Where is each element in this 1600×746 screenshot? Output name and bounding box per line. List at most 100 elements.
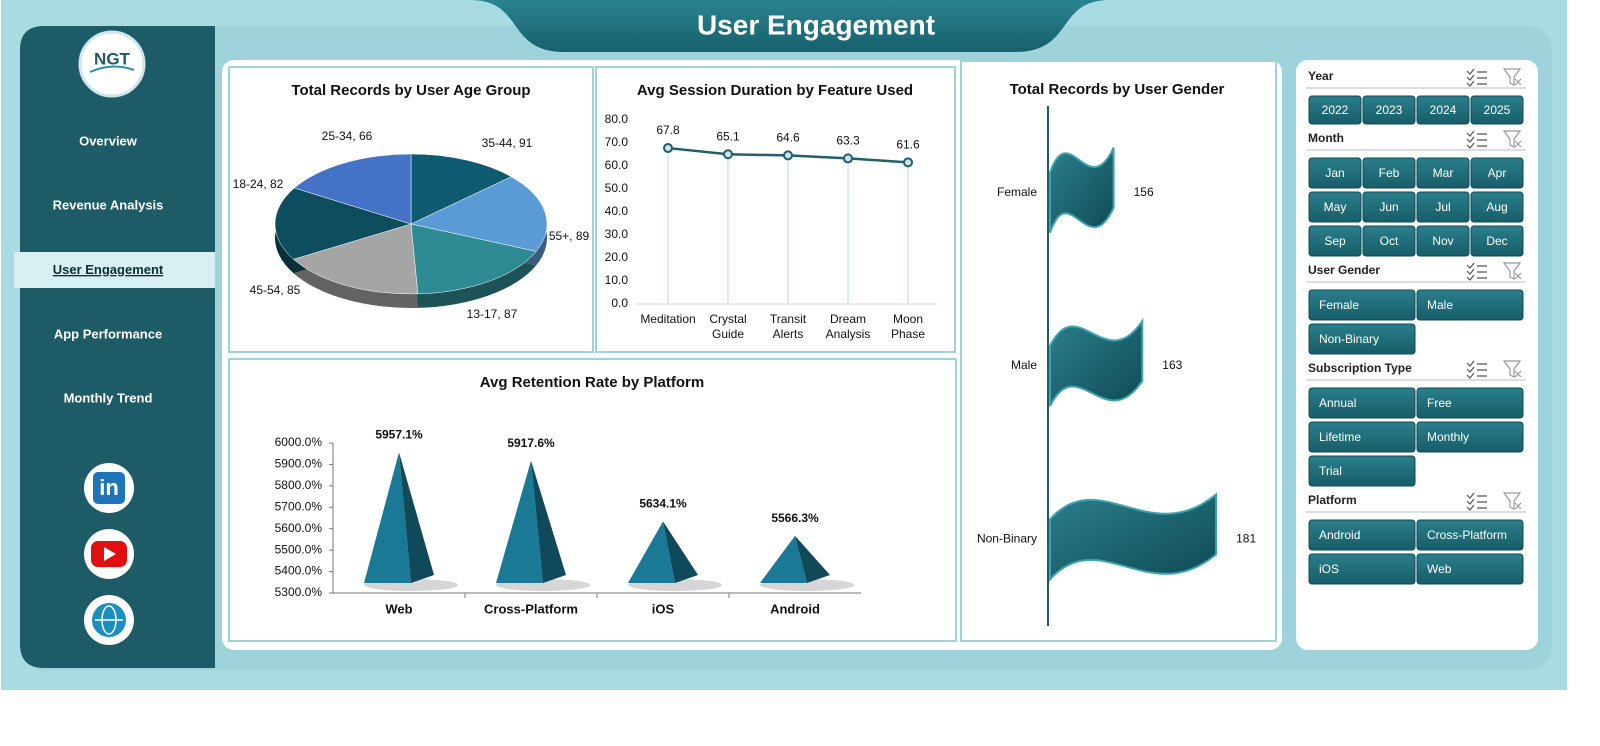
- slicer-option[interactable]: 2023: [1376, 103, 1403, 117]
- nav-item[interactable]: User Engagement: [53, 262, 164, 277]
- data-label: 5566.3%: [771, 511, 819, 525]
- page-title: User Engagement: [697, 9, 935, 40]
- slicer-button[interactable]: [1416, 289, 1524, 321]
- x-tick-label: Transit Alerts: [770, 312, 807, 341]
- pyramid-side: [531, 460, 566, 583]
- y-tick-label: 5500.0%: [275, 542, 323, 556]
- slicer-option[interactable]: 2024: [1430, 103, 1457, 117]
- data-label: 55+, 89: [549, 229, 590, 243]
- slicer-option[interactable]: Annual: [1319, 396, 1356, 410]
- data-label: 45-54, 85: [250, 283, 301, 297]
- clear-filter-icon[interactable]: [1502, 68, 1522, 86]
- slicer-button[interactable]: [1470, 191, 1524, 223]
- x-tick-label: Crystal Guide: [709, 312, 746, 341]
- slicer-button[interactable]: [1308, 157, 1362, 189]
- slicer-option[interactable]: Dec: [1486, 234, 1507, 248]
- slicer-button[interactable]: [1308, 519, 1416, 551]
- data-label: 5957.1%: [375, 427, 423, 441]
- slicer-button[interactable]: [1308, 421, 1416, 453]
- nav-item[interactable]: Revenue Analysis: [53, 198, 164, 213]
- slicer-button[interactable]: [1308, 553, 1416, 585]
- nav-item[interactable]: Monthly Trend: [64, 391, 153, 406]
- logo-swoosh: [89, 65, 135, 73]
- clear-filter-icon[interactable]: [1502, 492, 1522, 510]
- slicer-option[interactable]: 2025: [1484, 103, 1511, 117]
- slicer-option[interactable]: Apr: [1488, 166, 1507, 180]
- slicer-option[interactable]: Nov: [1432, 234, 1453, 248]
- slicer-option[interactable]: Sep: [1324, 234, 1346, 248]
- slicer-button[interactable]: [1470, 95, 1524, 125]
- slicer-option[interactable]: Jul: [1435, 200, 1450, 214]
- slicer-option[interactable]: Trial: [1319, 464, 1342, 478]
- slicer-button[interactable]: [1308, 289, 1416, 321]
- slicer-option[interactable]: Web: [1427, 562, 1452, 576]
- y-tick-label: 80.0: [605, 112, 629, 126]
- multi-select-icon[interactable]: [1466, 492, 1487, 511]
- data-label: 67.8: [656, 123, 680, 137]
- chart-title: Avg Session Duration by Feature Used: [637, 82, 913, 99]
- slicer-option[interactable]: May: [1324, 200, 1347, 214]
- slicer-option[interactable]: Feb: [1379, 166, 1400, 180]
- pyramid-front: [760, 535, 807, 583]
- multi-select-icon[interactable]: [1466, 68, 1487, 87]
- slicer-option[interactable]: Monthly: [1427, 430, 1469, 444]
- panel: [228, 358, 957, 642]
- y-tick-label: 10.0: [605, 273, 629, 287]
- slicer-button[interactable]: [1362, 157, 1416, 189]
- slicer-option[interactable]: Mar: [1433, 166, 1454, 180]
- multi-select-icon[interactable]: [1466, 262, 1487, 281]
- slicer-option[interactable]: Oct: [1380, 234, 1399, 248]
- point: [723, 149, 733, 160]
- slicer-button[interactable]: [1470, 225, 1524, 257]
- slicer-option[interactable]: Male: [1427, 298, 1453, 312]
- slicer-option[interactable]: iOS: [1319, 562, 1339, 576]
- multi-select-icon[interactable]: [1466, 360, 1487, 379]
- slicer-option[interactable]: Female: [1319, 298, 1359, 312]
- data-label: 181: [1236, 532, 1256, 546]
- y-tick-label: 60.0: [605, 158, 629, 172]
- slicer-button[interactable]: [1416, 421, 1524, 453]
- slicer-button[interactable]: [1308, 455, 1416, 487]
- slicer-option[interactable]: Non-Binary: [1319, 332, 1379, 346]
- pie-slice: [293, 153, 412, 225]
- slicer-button[interactable]: [1362, 95, 1416, 125]
- logo-text: NGT: [94, 49, 131, 68]
- slicer-button[interactable]: [1416, 553, 1524, 585]
- slicer-button[interactable]: [1308, 95, 1362, 125]
- clear-filter-icon[interactable]: [1502, 130, 1522, 148]
- icon-text: in: [99, 475, 119, 500]
- x-tick-label: iOS: [652, 601, 675, 616]
- y-tick-label: 5900.0%: [275, 457, 323, 471]
- slicer-option[interactable]: 2022: [1322, 103, 1349, 117]
- slicer-button[interactable]: [1308, 323, 1416, 355]
- slicer-option[interactable]: Android: [1319, 528, 1360, 542]
- slicer-button[interactable]: [1362, 191, 1416, 223]
- slicer-option[interactable]: Free: [1427, 396, 1452, 410]
- slicer-button[interactable]: [1470, 157, 1524, 189]
- slicer-button[interactable]: [1308, 225, 1362, 257]
- clear-filter-icon[interactable]: [1502, 360, 1522, 378]
- multi-select-icon[interactable]: [1466, 130, 1487, 149]
- slicer-option[interactable]: Lifetime: [1319, 430, 1361, 444]
- slicer-option[interactable]: Jun: [1379, 200, 1398, 214]
- clear-filter-icon[interactable]: [1502, 262, 1522, 280]
- slicer-option[interactable]: Cross-Platform: [1427, 528, 1507, 542]
- pyramid-front: [628, 521, 675, 583]
- y-tick-label: 5600.0%: [275, 521, 323, 535]
- nav-item[interactable]: App Performance: [54, 326, 162, 341]
- pyramid-side: [795, 535, 830, 583]
- data-label: 25-34, 66: [322, 129, 373, 143]
- nav-item[interactable]: Overview: [79, 133, 138, 148]
- slicer-title: Year: [1308, 69, 1334, 83]
- slicer-option[interactable]: Jan: [1325, 166, 1344, 180]
- slicer-button[interactable]: [1416, 157, 1470, 189]
- slicer-button[interactable]: [1416, 191, 1470, 223]
- slicer-button[interactable]: [1416, 225, 1470, 257]
- slicer-button[interactable]: [1416, 95, 1470, 125]
- slicer-button[interactable]: [1416, 387, 1524, 419]
- slicer-button[interactable]: [1308, 191, 1362, 223]
- slicer-button[interactable]: [1308, 387, 1416, 419]
- slicer-button[interactable]: [1416, 519, 1524, 551]
- slicer-button[interactable]: [1362, 225, 1416, 257]
- slicer-option[interactable]: Aug: [1486, 200, 1507, 214]
